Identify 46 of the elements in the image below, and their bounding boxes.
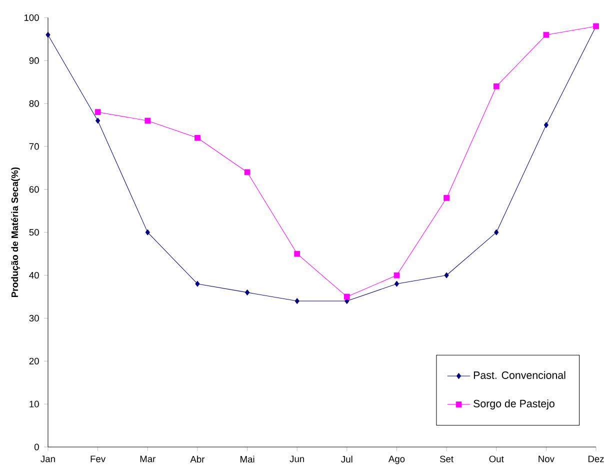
- point: [245, 290, 250, 296]
- point: [394, 272, 400, 278]
- y-tick-label: 60: [29, 186, 39, 193]
- x-tick-label: Jun: [290, 456, 304, 462]
- point: [344, 294, 350, 300]
- x-tick-label: Nov: [538, 456, 554, 462]
- x-tick-label: Set: [440, 456, 454, 462]
- y-tick-label: 90: [29, 57, 39, 64]
- point: [194, 134, 200, 141]
- point: [294, 298, 300, 304]
- x-tick-label: Out: [489, 456, 504, 462]
- y-tick-label: 40: [29, 272, 39, 279]
- point: [494, 229, 499, 236]
- y-axis-title: Produção de Matéria Seca(%): [11, 167, 20, 298]
- point: [294, 250, 300, 257]
- x-tick-label: Abr: [190, 456, 205, 463]
- point: [493, 83, 500, 90]
- point: [544, 122, 548, 128]
- y-tick-label: 50: [29, 229, 39, 236]
- y-tick-label: 30: [29, 314, 39, 322]
- y-tick-label: 100: [24, 14, 39, 21]
- point: [145, 229, 150, 236]
- point: [444, 195, 450, 201]
- x-tick-label: Mar: [140, 456, 156, 462]
- point: [46, 32, 50, 38]
- point: [144, 118, 151, 124]
- point: [195, 280, 200, 287]
- y-tick-label: 10: [30, 400, 39, 408]
- x-tick-label: Jan: [40, 456, 55, 462]
- point: [94, 109, 101, 116]
- y-tick-label: 0: [34, 444, 39, 450]
- x-tick-label: Mai: [240, 456, 254, 463]
- x-tick-label: Fev: [90, 456, 106, 462]
- point: [394, 280, 400, 287]
- point: [244, 169, 250, 176]
- y-tick-label: 20: [29, 358, 39, 364]
- legend-label: Past. Convencional: [474, 371, 566, 379]
- x-tick-label: Jul: [341, 456, 352, 463]
- y-tick-label: 80: [29, 100, 39, 107]
- x-tick-label: Dez: [588, 456, 604, 462]
- y-tick-label: 70: [29, 143, 39, 150]
- legend-label: Sorgo de Pastejo: [474, 400, 554, 410]
- point: [96, 118, 100, 124]
- point: [543, 32, 550, 38]
- point: [444, 272, 449, 278]
- x-tick-label: Ago: [388, 456, 405, 464]
